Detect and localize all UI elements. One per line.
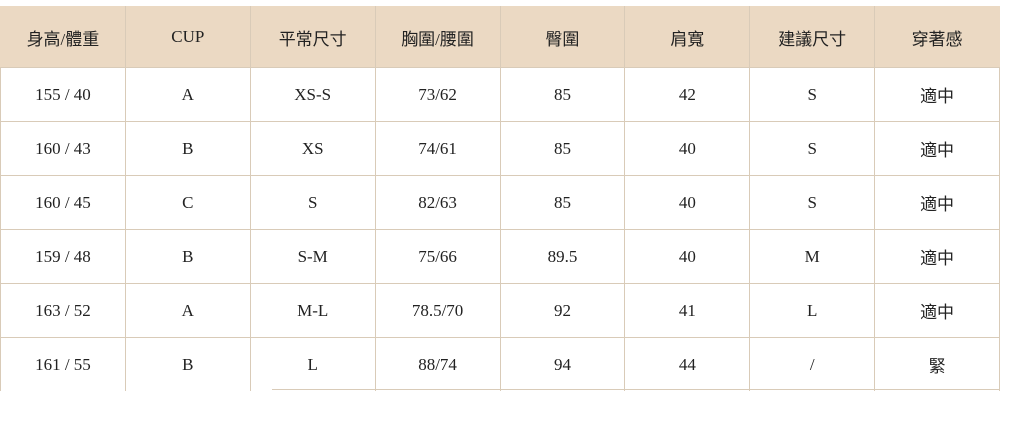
cell-cup: B — [124, 121, 251, 176]
table-header: 身高/體重 CUP 平常尺寸 胸圍/腰圍 臀圍 肩寬 建議尺寸 穿著感 — [0, 6, 1000, 68]
table-row: 163 / 52 A M-L 78.5/70 92 41 L 適中 — [0, 283, 1000, 338]
size-chart-container: 身高/體重 CUP 平常尺寸 胸圍/腰圍 臀圍 肩寬 建議尺寸 穿著感 155 … — [0, 6, 1000, 392]
table-row: 155 / 40 A XS-S 73/62 85 42 S 適中 — [0, 67, 1000, 122]
cell-cup: B — [124, 229, 251, 284]
cell-recommended-size: M — [749, 229, 876, 284]
column-header-hip: 臀圍 — [499, 6, 626, 68]
cell-usual-size: L — [249, 337, 376, 392]
cell-fit-feel: 適中 — [874, 121, 1000, 176]
cell-recommended-size: / — [749, 337, 876, 392]
cell-usual-size: XS-S — [249, 67, 376, 122]
table-row: 161 / 55 B L 88/74 94 44 / 緊 — [0, 337, 1000, 392]
cell-usual-size: S-M — [249, 229, 376, 284]
cell-recommended-size: S — [749, 67, 876, 122]
cell-usual-size: S — [249, 175, 376, 230]
cell-shoulder: 44 — [624, 337, 751, 392]
column-header-height-weight: 身高/體重 — [0, 6, 126, 68]
size-chart-table: 身高/體重 CUP 平常尺寸 胸圍/腰圍 臀圍 肩寬 建議尺寸 穿著感 155 … — [0, 6, 1000, 392]
cell-shoulder: 40 — [624, 229, 751, 284]
cell-bust-waist: 75/66 — [374, 229, 501, 284]
cell-hip: 85 — [499, 175, 626, 230]
column-header-shoulder: 肩寬 — [624, 6, 751, 68]
cell-shoulder: 42 — [624, 67, 751, 122]
table-body: 155 / 40 A XS-S 73/62 85 42 S 適中 160 / 4… — [0, 67, 1000, 392]
column-header-fit-feel: 穿著感 — [874, 6, 1000, 68]
column-header-recommended-size: 建議尺寸 — [749, 6, 876, 68]
cell-bust-waist: 78.5/70 — [374, 283, 501, 338]
cell-cup: C — [124, 175, 251, 230]
cell-fit-feel: 適中 — [874, 229, 1000, 284]
cell-cup: A — [124, 67, 251, 122]
table-row: 160 / 43 B XS 74/61 85 40 S 適中 — [0, 121, 1000, 176]
cell-recommended-size: S — [749, 175, 876, 230]
cell-usual-size: XS — [249, 121, 376, 176]
column-header-usual-size: 平常尺寸 — [249, 6, 376, 68]
table-header-row: 身高/體重 CUP 平常尺寸 胸圍/腰圍 臀圍 肩寬 建議尺寸 穿著感 — [0, 6, 1000, 68]
cell-cup: B — [124, 337, 251, 392]
column-header-cup: CUP — [124, 6, 251, 68]
cell-bust-waist: 82/63 — [374, 175, 501, 230]
cell-usual-size: M-L — [249, 283, 376, 338]
cell-fit-feel: 適中 — [874, 283, 1000, 338]
cell-height-weight: 155 / 40 — [0, 67, 126, 122]
column-header-bust-waist: 胸圍/腰圍 — [374, 6, 501, 68]
cell-bust-waist: 74/61 — [374, 121, 501, 176]
cell-height-weight: 160 / 43 — [0, 121, 126, 176]
table-row: 160 / 45 C S 82/63 85 40 S 適中 — [0, 175, 1000, 230]
cell-height-weight: 163 / 52 — [0, 283, 126, 338]
cell-height-weight: 161 / 55 — [0, 337, 126, 392]
cell-hip: 92 — [499, 283, 626, 338]
cell-bust-waist: 88/74 — [374, 337, 501, 392]
cell-recommended-size: S — [749, 121, 876, 176]
cell-fit-feel: 適中 — [874, 67, 1000, 122]
cell-hip: 89.5 — [499, 229, 626, 284]
cell-hip: 85 — [499, 121, 626, 176]
cell-shoulder: 40 — [624, 121, 751, 176]
cell-recommended-size: L — [749, 283, 876, 338]
cell-fit-feel: 適中 — [874, 175, 1000, 230]
cell-bust-waist: 73/62 — [374, 67, 501, 122]
cell-hip: 94 — [499, 337, 626, 392]
cell-height-weight: 160 / 45 — [0, 175, 126, 230]
cell-shoulder: 41 — [624, 283, 751, 338]
cell-hip: 85 — [499, 67, 626, 122]
cell-cup: A — [124, 283, 251, 338]
cell-height-weight: 159 / 48 — [0, 229, 126, 284]
cell-shoulder: 40 — [624, 175, 751, 230]
cell-fit-feel: 緊 — [874, 337, 1000, 392]
table-bottom-divider — [272, 389, 1000, 390]
table-row: 159 / 48 B S-M 75/66 89.5 40 M 適中 — [0, 229, 1000, 284]
